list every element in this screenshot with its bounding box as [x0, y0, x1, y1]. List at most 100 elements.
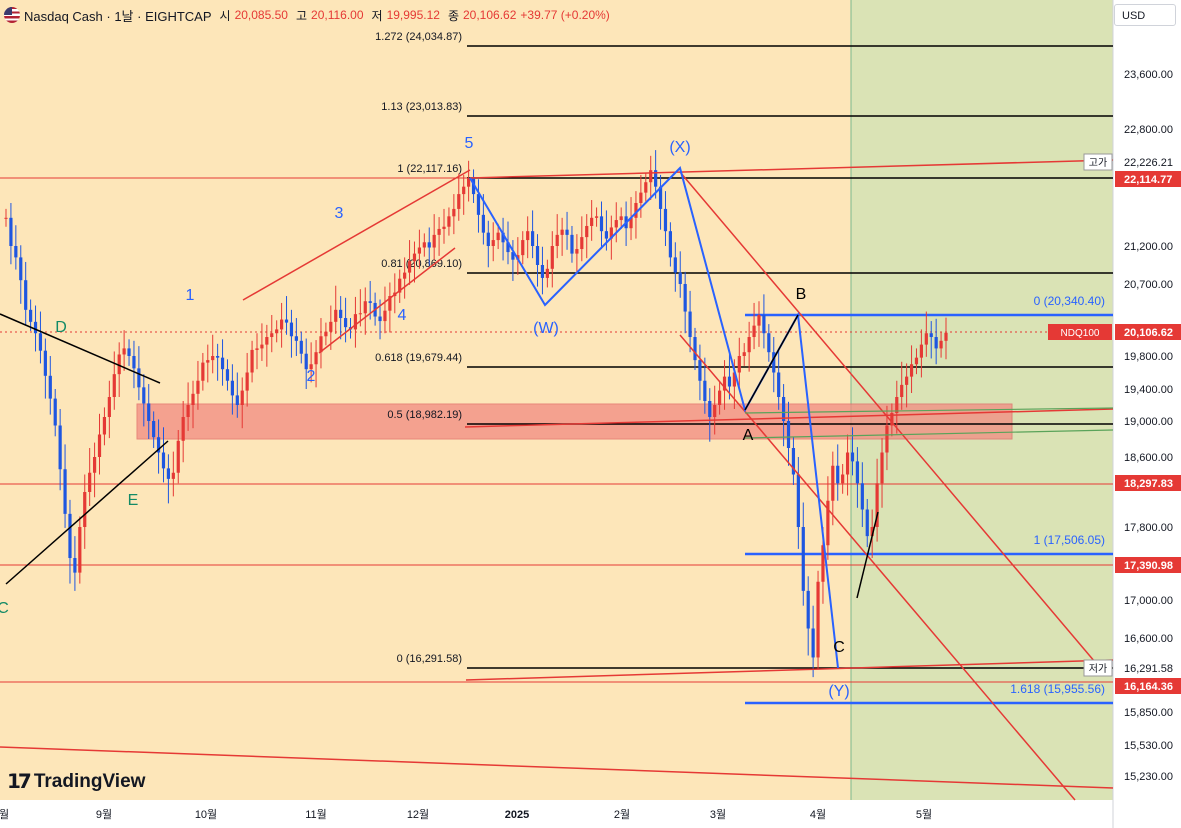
symbol-title[interactable]: Nasdaq Cash · 1날 · EIGHTCAP [24, 8, 212, 24]
candle-body [639, 192, 643, 203]
candle-body [462, 186, 466, 195]
wave-label: A [743, 427, 754, 444]
candle-body [265, 337, 269, 345]
candle-body [334, 309, 338, 322]
candle-body [781, 397, 786, 421]
candle-body [309, 364, 313, 370]
candle-body [181, 417, 185, 441]
candle-body [698, 360, 702, 381]
price-axis-tick: 19,800.00 [1124, 351, 1173, 363]
price-axis-tick: 22,800.00 [1124, 124, 1173, 136]
candle-body [880, 452, 884, 484]
wave-label: (W) [533, 320, 559, 337]
candle-body [900, 384, 904, 397]
candle-body [191, 393, 195, 405]
candle-body [294, 336, 298, 341]
candle-body [88, 472, 92, 492]
wave-label: C [0, 600, 9, 617]
candle-body [437, 228, 441, 235]
candle-body [841, 474, 845, 484]
price-tag-value: 18,297.83 [1124, 478, 1173, 490]
trendline-d [0, 313, 161, 384]
price-tag-value: 17,390.98 [1124, 560, 1173, 572]
candle-body [102, 417, 107, 435]
candle-body [137, 368, 141, 388]
open-label: 시 [219, 8, 231, 23]
candle-body [845, 452, 850, 475]
close-label: 종 [447, 8, 459, 23]
candle-body [649, 170, 653, 183]
candle-body [422, 242, 426, 248]
candle-body [944, 332, 948, 341]
candle-body [816, 581, 820, 658]
candle-body [496, 232, 500, 241]
candle-body [885, 425, 889, 453]
candle-body [442, 226, 446, 229]
candle-body [378, 316, 382, 322]
candle-body [363, 301, 367, 314]
candle-body [668, 231, 672, 258]
fib-extension-label: 1.618 (15,955.56) [1010, 682, 1105, 696]
price-axis-tick: 18,600.00 [1124, 452, 1173, 464]
candle-body [112, 374, 116, 397]
price-tag-label-box [1083, 153, 1113, 171]
candle-body [545, 268, 549, 278]
candle-body [368, 301, 372, 303]
support-line [465, 659, 1114, 681]
candle-body [324, 331, 328, 337]
candle-body [471, 178, 476, 195]
candle-body [594, 216, 599, 218]
candle-body [284, 319, 289, 323]
candle-body [107, 397, 111, 417]
zone-trendline [464, 408, 1114, 428]
candle-body [156, 437, 161, 453]
candle-body [235, 395, 239, 405]
wave-label: 1 [186, 287, 195, 304]
time-axis-tick: 월 [0, 808, 9, 821]
candle-body [161, 452, 166, 469]
candles-group [4, 150, 948, 678]
candle-body [4, 217, 8, 219]
candle-body [68, 513, 72, 559]
candle-body [304, 353, 308, 370]
candle-body [171, 472, 175, 479]
price-axis-tick: 19,000.00 [1124, 416, 1173, 428]
price-tag-label: 저가 [1089, 663, 1107, 675]
candle-body [693, 337, 697, 361]
candle-body [196, 380, 200, 394]
candle-body [29, 309, 33, 322]
candle-body [752, 325, 756, 338]
fib-extension-label: 0 (20,340.40) [1034, 294, 1105, 308]
symbol-header[interactable]: Nasdaq Cash · 1날 · EIGHTCAP 시 20,085.50 고… [4, 5, 610, 25]
channel-upper [242, 169, 471, 301]
candle-body [38, 333, 43, 351]
tradingview-logo[interactable]: 𝟭𝟳 TradingView [7, 769, 145, 794]
candle-body [452, 208, 456, 217]
candle-body [604, 231, 609, 239]
candle-body [73, 558, 77, 573]
candle-body [826, 500, 830, 546]
candle-body [147, 403, 151, 421]
currency-button[interactable]: USD [1114, 4, 1176, 26]
candle-body [14, 246, 18, 258]
wave-label: 3 [335, 205, 344, 222]
candle-body [53, 398, 57, 426]
candle-body [250, 349, 254, 373]
price-tag-box [1115, 171, 1181, 187]
candle-body [614, 220, 618, 228]
candle-body [914, 357, 919, 365]
candle-body [924, 333, 928, 345]
price-axis-tick: 15,230.00 [1124, 771, 1173, 783]
candle-body [629, 217, 633, 229]
candle-body [658, 186, 663, 209]
trendline-e [5, 440, 169, 585]
green-trendline-b [744, 429, 1114, 439]
price-tag-box [1115, 557, 1181, 573]
price-tag-box [1115, 154, 1181, 170]
candle-body [727, 376, 732, 387]
time-axis-tick: 3월 [710, 808, 726, 821]
candle-body [806, 590, 810, 629]
candle-body [216, 356, 220, 358]
candle-body [772, 352, 776, 373]
